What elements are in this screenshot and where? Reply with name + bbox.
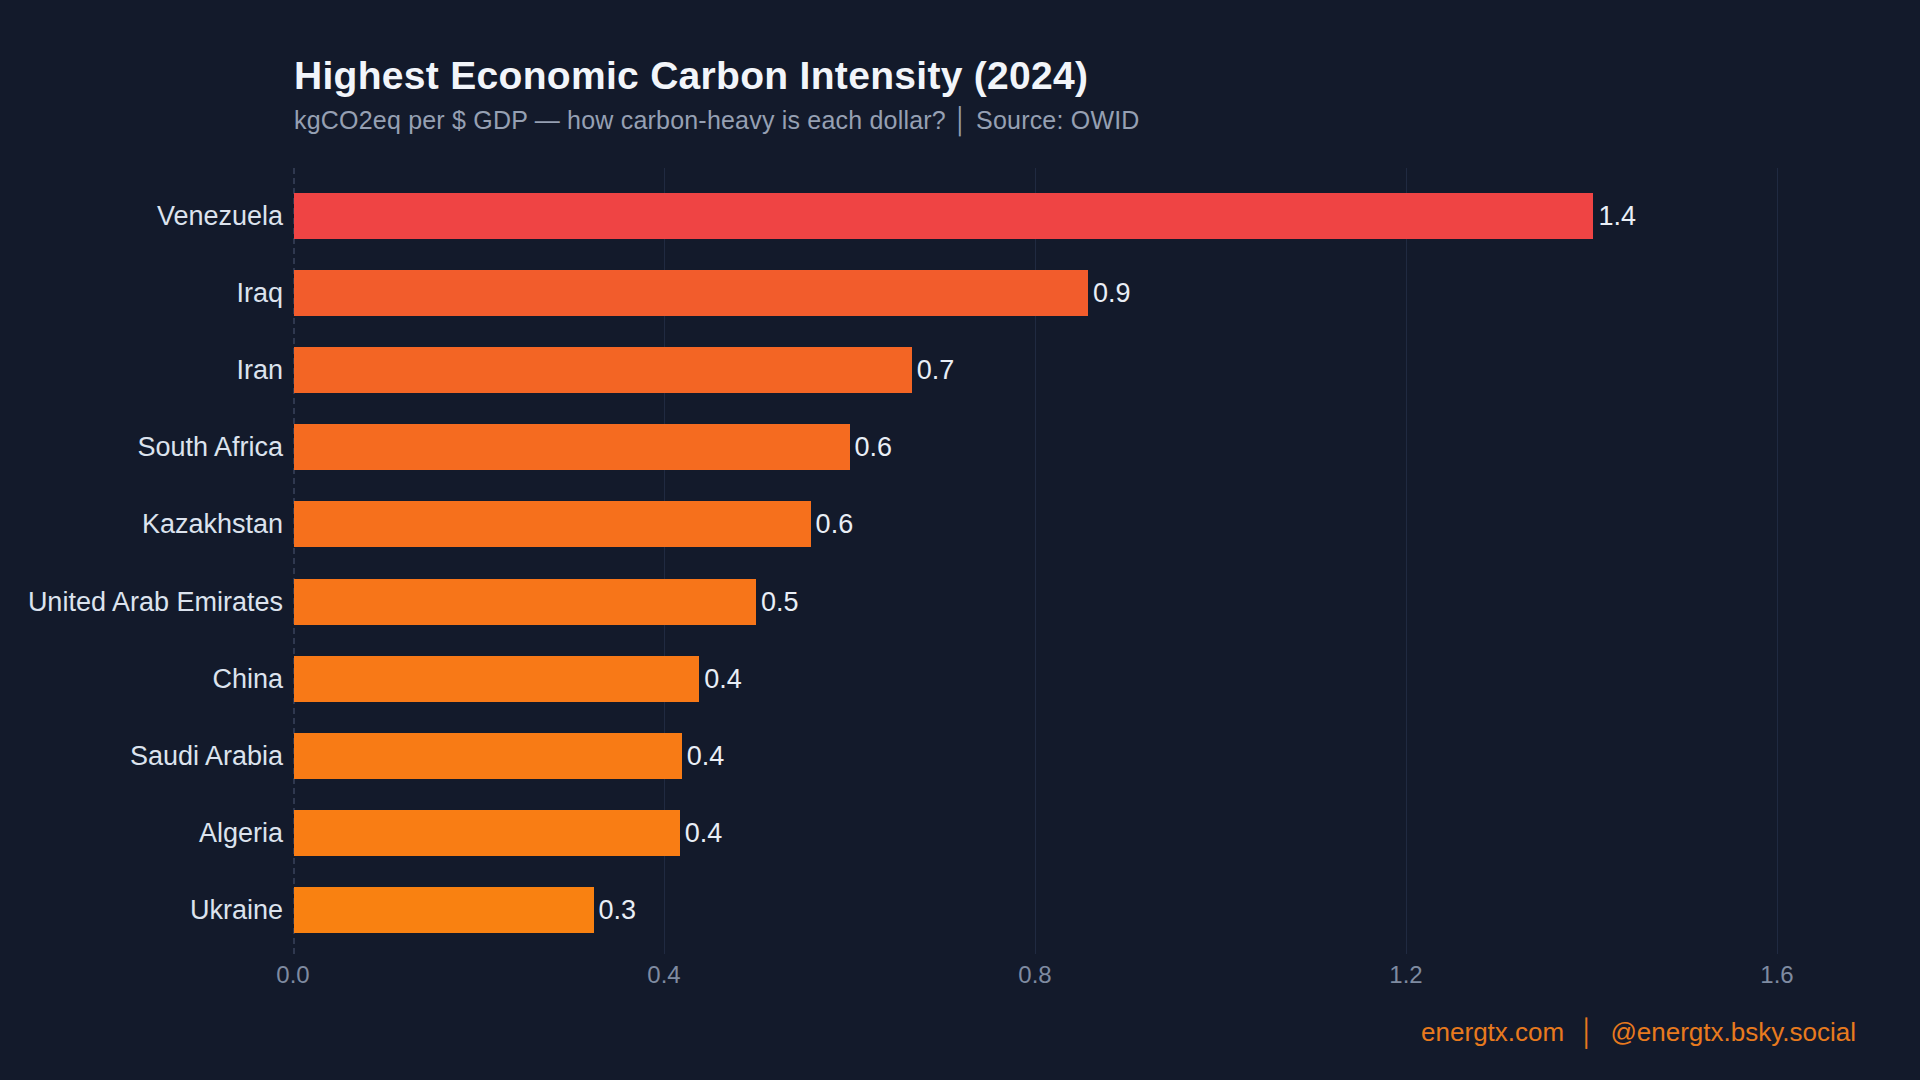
category-label-ukraine: Ukraine xyxy=(25,887,283,933)
value-label-algeria: 0.4 xyxy=(685,810,723,856)
bar-united-arab-emirates xyxy=(294,579,756,625)
bar-iran xyxy=(294,347,912,393)
bar-saudi-arabia xyxy=(294,733,682,779)
x-tick-label-1.2: 1.2 xyxy=(1389,961,1422,989)
value-label-south-africa: 0.6 xyxy=(855,424,893,470)
bar-china xyxy=(294,656,699,702)
category-label-united-arab-emirates: United Arab Emirates xyxy=(25,579,283,625)
value-label-iran: 0.7 xyxy=(917,347,955,393)
footer-social-handle: @energtx.bsky.social xyxy=(1610,1017,1856,1047)
bar-algeria xyxy=(294,810,680,856)
chart-title: Highest Economic Carbon Intensity (2024) xyxy=(294,54,1088,98)
value-label-china: 0.4 xyxy=(704,656,742,702)
bar-venezuela xyxy=(294,193,1593,239)
bar-kazakhstan xyxy=(294,501,811,547)
gridline-x-1.2 xyxy=(1406,168,1407,954)
category-label-south-africa: South Africa xyxy=(25,424,283,470)
footer-separator: │ xyxy=(1579,1017,1595,1047)
value-label-ukraine: 0.3 xyxy=(599,887,637,933)
bar-ukraine xyxy=(294,887,594,933)
value-label-venezuela: 1.4 xyxy=(1598,193,1636,239)
footer-site-text: energtx.com xyxy=(1421,1017,1564,1047)
category-label-china: China xyxy=(25,656,283,702)
category-label-venezuela: Venezuela xyxy=(25,193,283,239)
x-tick-label-1.6: 1.6 xyxy=(1760,961,1793,989)
category-label-iran: Iran xyxy=(25,347,283,393)
bar-south-africa xyxy=(294,424,850,470)
x-tick-label-0.4: 0.4 xyxy=(647,961,680,989)
footer-credits: energtx.com │ @energtx.bsky.social xyxy=(1421,1017,1856,1048)
value-label-iraq: 0.9 xyxy=(1093,270,1131,316)
category-label-algeria: Algeria xyxy=(25,810,283,856)
value-label-saudi-arabia: 0.4 xyxy=(687,733,725,779)
chart-subtitle: kgCO2eq per $ GDP — how carbon-heavy is … xyxy=(294,106,1140,135)
category-label-kazakhstan: Kazakhstan xyxy=(25,501,283,547)
gridline-x-1.6 xyxy=(1777,168,1778,954)
value-label-kazakhstan: 0.6 xyxy=(816,501,854,547)
value-label-united-arab-emirates: 0.5 xyxy=(761,579,799,625)
x-tick-label-0.0: 0.0 xyxy=(276,961,309,989)
category-label-iraq: Iraq xyxy=(25,270,283,316)
category-label-saudi-arabia: Saudi Arabia xyxy=(25,733,283,779)
x-tick-label-0.8: 0.8 xyxy=(1018,961,1051,989)
bar-iraq xyxy=(294,270,1088,316)
